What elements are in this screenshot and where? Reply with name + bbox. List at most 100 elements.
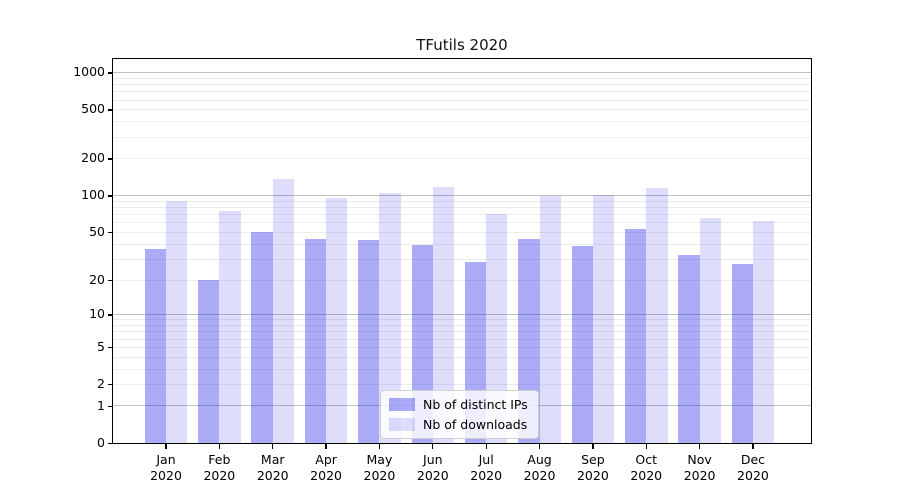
major-gridline <box>113 71 811 73</box>
x-tick-mark <box>538 444 541 449</box>
y-tick-label: 100 <box>81 187 105 203</box>
major-gridline <box>113 194 811 196</box>
bar-ips-sep <box>571 246 593 443</box>
minor-gridline <box>113 136 811 138</box>
bar-ips-may <box>358 239 380 443</box>
y-tick-label: 1 <box>97 397 105 413</box>
x-tick-mark <box>218 444 221 449</box>
y-tick-mark <box>108 314 113 316</box>
plot-area <box>113 59 811 443</box>
x-tick-label: Jun 2020 <box>416 452 449 483</box>
bar-downloads-aug <box>539 195 561 443</box>
bar-downloads-dec <box>752 220 775 443</box>
bar-downloads-mar <box>272 178 295 443</box>
bar-ips-apr <box>304 238 327 443</box>
x-tick-mark <box>752 444 754 449</box>
y-tick-mark <box>108 405 113 408</box>
minor-gridline <box>113 222 811 224</box>
bar-ips-nov <box>678 255 700 443</box>
minor-gridline <box>113 384 811 386</box>
y-tick-mark <box>108 279 113 281</box>
minor-gridline <box>113 231 811 233</box>
x-tick-mark <box>645 444 647 449</box>
x-tick-mark <box>272 444 274 449</box>
y-tick-mark <box>108 443 113 445</box>
y-tick-label: 0 <box>97 435 105 450</box>
minor-gridline <box>113 99 811 101</box>
y-tick-label: 500 <box>81 101 105 117</box>
legend-label-downloads: Nb of downloads <box>423 417 528 432</box>
x-tick-mark <box>432 444 434 449</box>
minor-gridline <box>113 77 811 79</box>
y-tick-mark <box>108 231 113 234</box>
y-tick-mark <box>108 195 113 197</box>
x-tick-mark <box>325 444 327 449</box>
legend-item-distinct-ips: Nb of distinct IPs <box>389 397 528 412</box>
minor-gridline <box>113 356 811 358</box>
y-tick-label: 200 <box>81 150 105 166</box>
y-tick-mark <box>108 384 113 386</box>
x-tick-mark <box>592 444 594 449</box>
x-tick-label: Oct 2020 <box>630 452 663 483</box>
x-tick-mark <box>699 444 701 449</box>
minor-gridline <box>113 279 811 281</box>
minor-gridline <box>113 331 811 333</box>
x-tick-label: Sep 2020 <box>576 452 609 483</box>
bar-downloads-nov <box>699 218 721 443</box>
minor-gridline <box>113 338 811 340</box>
x-tick-label: Aug 2020 <box>523 452 556 483</box>
minor-gridline <box>113 200 811 202</box>
minor-gridline <box>113 368 811 370</box>
y-tick-label: 10 <box>89 306 105 322</box>
chart-title: TFutils 2020 <box>416 36 508 54</box>
bar-ips-feb <box>198 279 220 443</box>
y-tick-label: 20 <box>89 271 105 287</box>
bar-downloads-sep <box>592 194 615 443</box>
minor-gridline <box>113 258 811 260</box>
x-tick-label: Feb 2020 <box>203 452 236 483</box>
minor-gridline <box>113 325 811 327</box>
y-tick-mark <box>108 109 113 111</box>
minor-gridline <box>113 346 811 348</box>
legend-label-distinct-ips: Nb of distinct IPs <box>423 397 528 412</box>
minor-gridline <box>113 207 811 209</box>
minor-gridline <box>113 91 811 93</box>
bar-downloads-jan <box>166 200 188 443</box>
bar-downloads-feb <box>219 210 241 443</box>
x-tick-mark <box>378 444 381 449</box>
y-tick-label: 1000 <box>73 64 105 80</box>
legend-swatch-downloads <box>389 418 415 431</box>
legend-swatch-distinct-ips <box>389 398 415 411</box>
x-tick-label: Jan 2020 <box>150 452 182 483</box>
bar-ips-oct <box>624 228 647 443</box>
bar-downloads-jun <box>432 186 455 443</box>
x-tick-label: May 2020 <box>363 452 396 483</box>
bar-downloads-oct <box>646 187 668 443</box>
x-tick-label: Dec 2020 <box>737 452 769 483</box>
legend: Nb of distinct IPs Nb of downloads <box>380 390 539 439</box>
x-tick-label: Nov 2020 <box>683 452 716 483</box>
y-tick-mark <box>108 72 113 74</box>
x-tick-mark <box>165 444 167 449</box>
y-tick-label: 2 <box>97 376 105 392</box>
minor-gridline <box>113 319 811 321</box>
bar-downloads-apr <box>326 198 348 443</box>
legend-item-downloads: Nb of downloads <box>389 417 528 432</box>
x-tick-label: Mar 2020 <box>256 452 289 483</box>
minor-gridline <box>113 158 811 160</box>
x-tick-label: Apr 2020 <box>310 452 342 483</box>
minor-gridline <box>113 214 811 216</box>
y-tick-mark <box>108 158 113 160</box>
y-tick-mark <box>108 346 113 349</box>
major-gridline <box>113 313 811 315</box>
x-tick-label: Jul 2020 <box>470 452 503 483</box>
minor-gridline <box>113 84 811 86</box>
y-tick-label: 50 <box>89 223 105 239</box>
y-tick-label: 5 <box>97 338 105 354</box>
bar-downloads-may <box>379 192 401 443</box>
minor-gridline <box>113 121 811 123</box>
minor-gridline <box>113 109 811 111</box>
bar-ips-dec <box>731 264 753 443</box>
x-tick-mark <box>485 444 487 449</box>
